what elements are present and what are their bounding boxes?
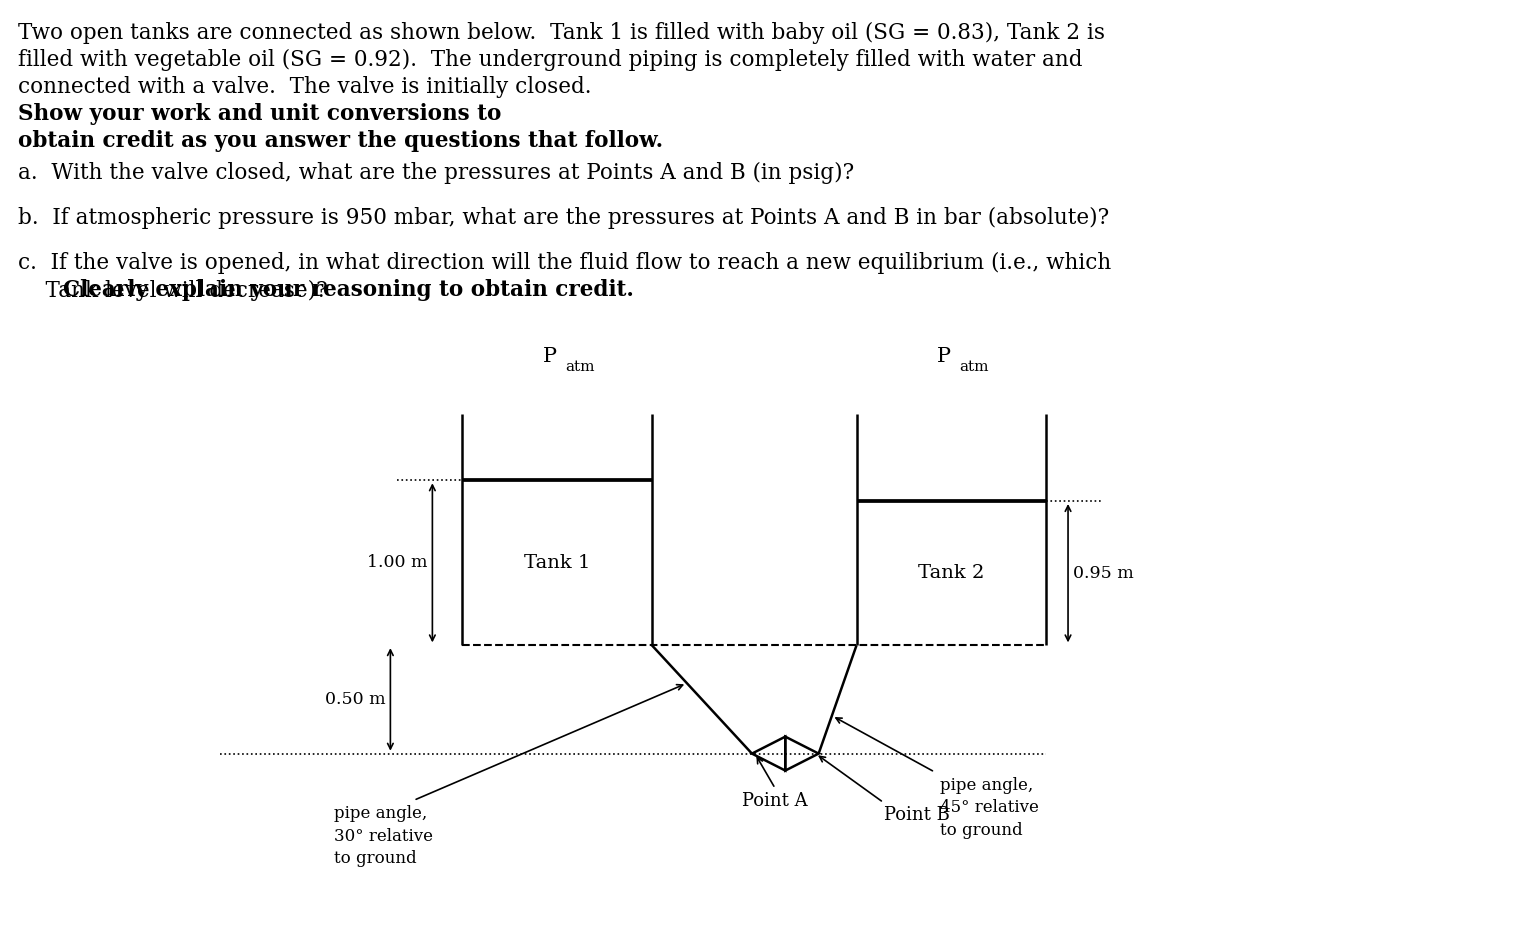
Text: Tank 1: Tank 1 [525, 554, 590, 572]
Text: Two open tanks are connected as shown below.  Tank 1 is filled with baby oil (SG: Two open tanks are connected as shown be… [18, 22, 1105, 44]
Text: Tank level will decrease)?: Tank level will decrease)? [18, 279, 341, 301]
Text: P: P [937, 348, 952, 366]
Text: Tank 2: Tank 2 [919, 564, 984, 582]
Text: pipe angle,
30° relative
to ground: pipe angle, 30° relative to ground [334, 805, 432, 867]
Text: b.  If atmospheric pressure is 950 mbar, what are the pressures at Points A and : b. If atmospheric pressure is 950 mbar, … [18, 207, 1110, 229]
Text: 0.50 m: 0.50 m [324, 690, 385, 708]
Text: Clearly explain your reasoning to obtain credit.: Clearly explain your reasoning to obtain… [64, 279, 634, 301]
Text: obtain credit as you answer the questions that follow.: obtain credit as you answer the question… [18, 130, 662, 152]
Text: atm: atm [960, 361, 988, 375]
Text: P: P [543, 348, 558, 366]
Text: c.  If the valve is opened, in what direction will the fluid flow to reach a new: c. If the valve is opened, in what direc… [18, 252, 1111, 274]
Text: a.  With the valve closed, what are the pressures at Points A and B (in psig)?: a. With the valve closed, what are the p… [18, 162, 854, 184]
Text: pipe angle,
45° relative
to ground: pipe angle, 45° relative to ground [940, 777, 1038, 838]
Text: connected with a valve.  The valve is initially closed.: connected with a valve. The valve is ini… [18, 76, 605, 98]
Text: filled with vegetable oil (SG = 0.92).  The underground piping is completely fil: filled with vegetable oil (SG = 0.92). T… [18, 49, 1082, 71]
Text: Point A: Point A [743, 791, 808, 809]
Text: Show your work and unit conversions to: Show your work and unit conversions to [18, 103, 502, 125]
Text: Point B: Point B [884, 805, 949, 823]
Text: atm: atm [565, 361, 594, 375]
Text: 0.95 m: 0.95 m [1073, 564, 1134, 582]
Text: 1.00 m: 1.00 m [367, 554, 428, 572]
